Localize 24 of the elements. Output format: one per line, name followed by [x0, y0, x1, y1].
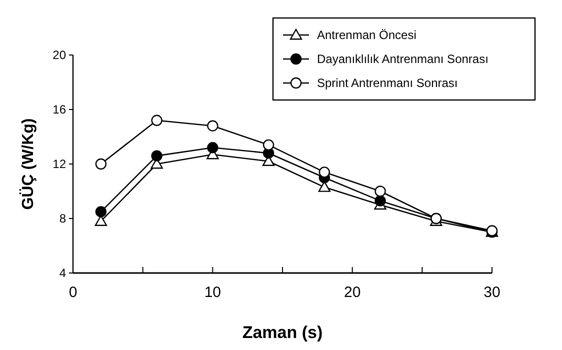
legend-label: Dayanıklılık Antrenmanı Sonrası	[317, 52, 488, 66]
legend-label: Antrenman Öncesi	[317, 28, 416, 42]
point	[207, 142, 218, 154]
x-tick-label: 20	[344, 284, 361, 301]
y-tick-label: 20	[52, 48, 66, 62]
point	[318, 166, 330, 178]
y-tick-label: 12	[52, 157, 66, 172]
point	[151, 150, 162, 162]
point	[207, 120, 218, 132]
y-tick-label: 16	[52, 102, 66, 117]
x-tick-label: 30	[484, 284, 500, 301]
y-tick-label: 4	[59, 266, 66, 280]
x-axis-title: Zaman (s)	[242, 323, 323, 342]
x-tick-label: 10	[204, 284, 222, 301]
point	[151, 114, 162, 126]
point	[374, 186, 386, 197]
x-tick-label: 0	[68, 284, 78, 301]
point	[95, 206, 107, 218]
point	[95, 158, 107, 170]
point	[374, 195, 386, 206]
y-axis-title: GÜÇ (W/Kg)	[19, 118, 37, 210]
y-tick-label: 8	[59, 212, 66, 226]
legend-label: Sprint Antrenmanı Sonrası	[317, 76, 458, 90]
point	[262, 139, 274, 151]
